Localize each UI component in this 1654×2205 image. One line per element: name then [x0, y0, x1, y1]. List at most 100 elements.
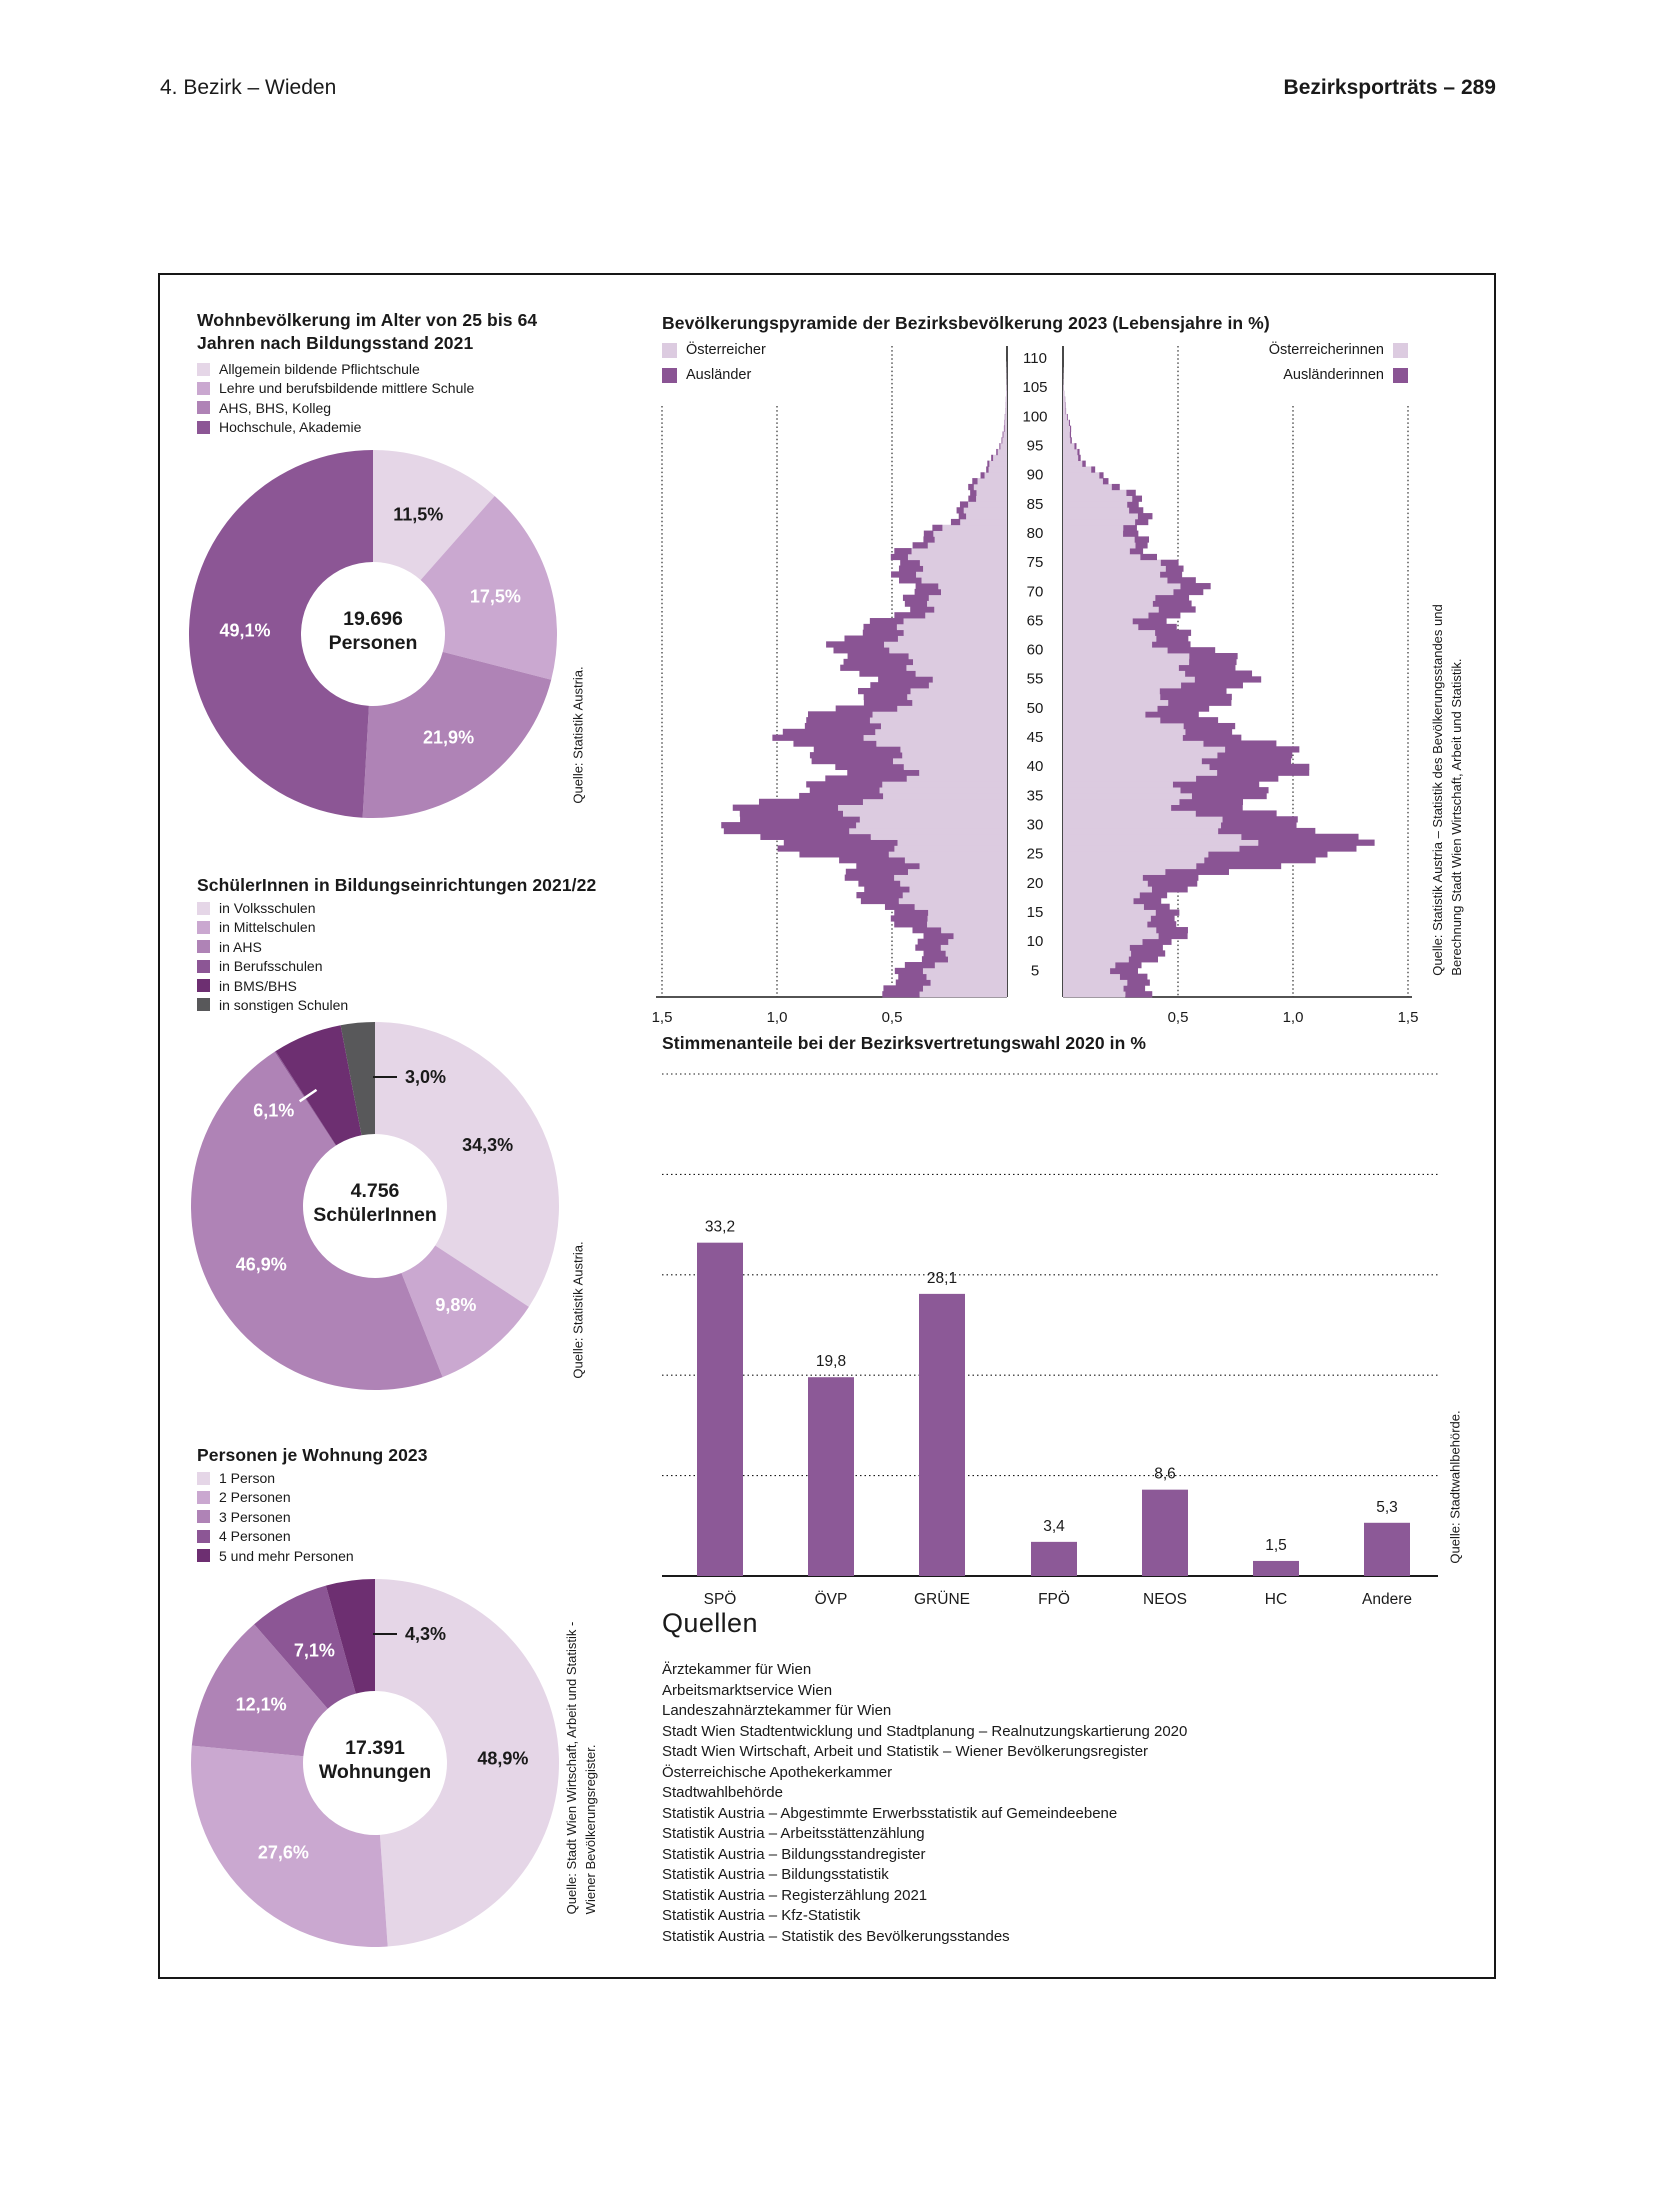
pyramid-bar-women-foreign: [1156, 927, 1188, 934]
pyramid-bar-men-austrian: [906, 775, 1007, 782]
pyramid-bar-men-foreign: [799, 851, 889, 858]
pyramid-bar-women-austrian: [1063, 705, 1158, 712]
pyramid-bar-men-austrian: [1004, 425, 1007, 432]
pyramid-bar-men-austrian: [903, 763, 1007, 771]
pyramid-bar-men-austrian: [870, 833, 1007, 840]
pyramid-bar-women-foreign: [1180, 787, 1269, 794]
pyramid-bar-men-austrian: [856, 822, 1007, 829]
quellen-item: Statistik Austria – Arbeitsstättenzählun…: [662, 1825, 925, 1842]
pyramid-bar-women-austrian: [1063, 658, 1190, 666]
pyramid-bar-women-austrian: [1063, 979, 1128, 986]
quellen-item: Stadt Wien Stadtentwicklung und Stadtpla…: [662, 1722, 1188, 1740]
source-pyramide-line-2: Berechnung Stadt Wien Wirtschaft, Arbeit…: [1449, 658, 1464, 976]
chart-title-wohnung: Personen je Wohnung 2023: [197, 1445, 428, 1465]
slice-label: 21,9%: [423, 727, 474, 747]
pyramid-bar-men-austrian: [1006, 378, 1007, 386]
pyramid-bar-women-foreign: [1185, 728, 1233, 736]
bar-value-label: 33,2: [705, 1219, 735, 1236]
pyramid-bar-women-foreign: [1110, 967, 1138, 975]
pyramid-bar-women-foreign: [1078, 454, 1081, 462]
legend-item-label: Österreicherinnen: [1268, 342, 1384, 358]
pyramid-bar-men-austrian: [1003, 431, 1007, 438]
pyramid-bar-women-foreign: [1142, 874, 1199, 881]
pyramid-bar-men-foreign: [782, 728, 876, 736]
pyramid-bar-women-austrian: [1063, 559, 1161, 566]
legend-swatch: [197, 940, 210, 954]
pyramid-bar-men-austrian: [911, 548, 1007, 555]
pyramid-bar-women-foreign: [1077, 448, 1080, 456]
pyramid-bar-women-foreign: [1171, 804, 1243, 811]
pyramid-bar-men-austrian: [928, 594, 1007, 601]
source-wohnung-line-1: Quelle: Stadt Wien Wirtschaft, Arbeit un…: [564, 1621, 579, 1915]
legend-item-label: in Mittelschulen: [219, 919, 316, 936]
pyramid-bar-men-austrian: [960, 518, 1007, 526]
pyramid-bar-men-austrian: [926, 973, 1007, 980]
pyramid-bar-women-austrian: [1063, 810, 1196, 817]
pyramid-bar-women-foreign: [1157, 705, 1210, 712]
quellen-item: Arbeitsmarktservice Wien: [662, 1681, 833, 1699]
pyramid-bar-men-austrian: [934, 606, 1007, 613]
pyramid-age-label: 25: [1027, 846, 1044, 863]
pyramid-bar-women-austrian: [1063, 478, 1103, 485]
pyramid-age-label: 60: [1027, 642, 1044, 659]
pyramid-bar-women-austrian: [1063, 897, 1134, 905]
pyramid-age-label: 15: [1027, 904, 1044, 921]
pyramid-bar-men-austrian: [930, 979, 1007, 986]
pyramid-bar-women-foreign: [1159, 687, 1227, 695]
pyramid-bar-men-foreign: [910, 606, 935, 613]
pyramid-bar-men-foreign: [856, 892, 903, 899]
pyramid-bar-men-foreign: [900, 559, 920, 566]
pyramid-bar-men-austrian: [928, 682, 1007, 689]
pyramid-bar-women-austrian: [1063, 839, 1259, 846]
pyramid-bar-men-austrian: [997, 448, 1007, 456]
pyramid-bar-women-austrian: [1063, 851, 1209, 858]
pyramid-bar-men-foreign: [864, 886, 910, 893]
source-schueler: Quelle: Statistik Austria.: [570, 1241, 586, 1379]
pyramid-bar-women-foreign: [1218, 827, 1316, 835]
pyramid-bar-women-foreign: [1125, 991, 1153, 998]
pyramid-bar-men-austrian: [988, 466, 1007, 473]
pyramid-bar-women-foreign: [1239, 845, 1357, 852]
pyramid-bar-men-foreign: [902, 594, 929, 601]
legend-item: 3 Personen: [197, 1510, 354, 1524]
legend-item: in sonstigen Schulen: [197, 998, 348, 1012]
pyramid-bar-men-foreign: [740, 816, 860, 823]
pyramid-bar-men-austrian: [928, 909, 1007, 916]
pyramid-bar-men-austrian: [922, 967, 1007, 975]
pyramid-bar-women-foreign: [1241, 833, 1359, 840]
legend-item-label: 1 Person: [219, 1470, 276, 1486]
pyramid-bar-men-foreign: [996, 448, 998, 456]
pyramid-bar-men-foreign: [793, 740, 877, 747]
pyramid-bar-women-austrian: [1063, 454, 1079, 462]
pyramid-bar-men-foreign: [894, 612, 926, 619]
pyramid-bar-men-austrian: [907, 693, 1007, 701]
slice-label: 12,1%: [236, 1695, 287, 1715]
pyramid-bar-men-austrian: [910, 687, 1007, 695]
label-leader-line: [298, 1088, 318, 1103]
legend-schueler: in Volksschulen in Mittelschulen in AHS in …: [197, 901, 348, 1017]
pyramid-bar-men-foreign: [777, 845, 895, 852]
pyramid-bar-men-austrian: [925, 612, 1007, 619]
pyramid-bar-men-foreign: [917, 938, 949, 945]
pyramid-bar-men-foreign: [968, 483, 974, 491]
quellen-item: Ärztekammer für Wien: [662, 1661, 812, 1678]
quellen-item: Stadtwahlbehörde: [662, 1784, 783, 1801]
bar-NEOS: [1142, 1489, 1188, 1576]
pyramid-bar-men-austrian: [1002, 437, 1007, 444]
pyramid-bar-women-austrian: [1063, 711, 1146, 718]
donut-slice-1-person: [375, 1579, 559, 1947]
legend-swatch: [197, 998, 210, 1012]
pyramid-bar-men-foreign: [894, 909, 929, 916]
quellen-item: Statistik Austria – Statistik des Bevölk…: [662, 1927, 1010, 1945]
donut-slice-in-sonstigen-schulen: [340, 1022, 375, 1136]
legend-item-label: in sonstigen Schulen: [219, 996, 349, 1013]
donut-slice-3-personen: [191, 1624, 328, 1757]
pyramid-bar-women-austrian: [1063, 518, 1136, 526]
pyramid-bar-men-austrian: [977, 478, 1007, 485]
bar-value-label: 28,1: [927, 1270, 957, 1287]
slice-label: 6,1%: [253, 1101, 294, 1121]
pyramid-bar-women-austrian: [1063, 687, 1160, 695]
pyramid-bar-women-foreign: [1155, 594, 1190, 601]
pyramid-bar-men-austrian: [908, 653, 1007, 660]
